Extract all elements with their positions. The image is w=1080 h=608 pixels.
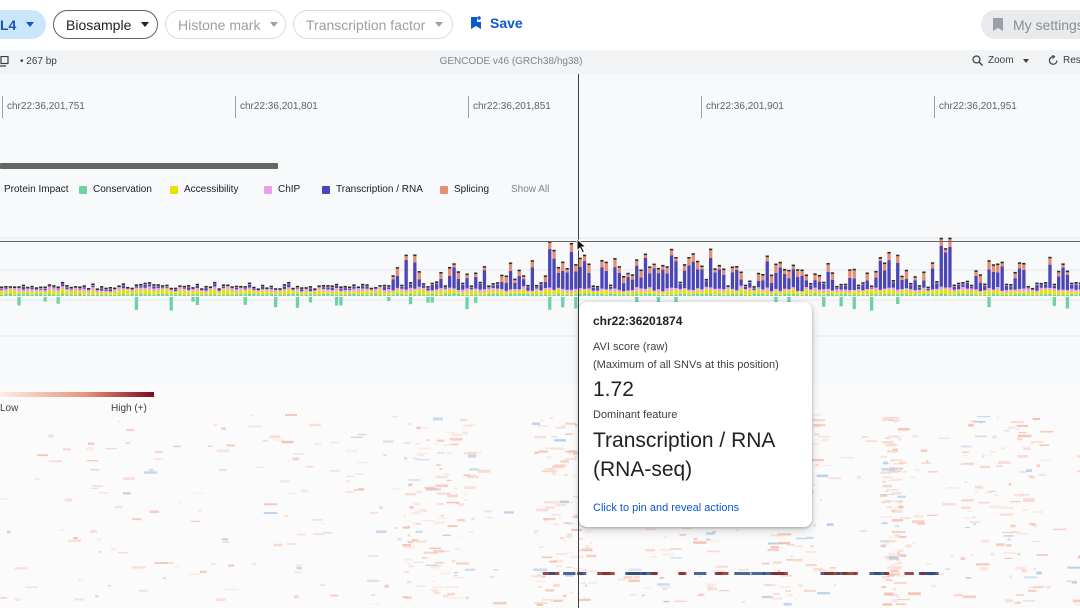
variant-heatmap[interactable]: Low High (+) [0,384,1080,608]
biosample-dropdown[interactable]: Biosample [53,10,158,39]
bookmark-add-icon [471,16,481,29]
reset-view-button[interactable]: Res [1048,55,1080,66]
legend-label: ChIP [278,184,301,195]
legend-swatch [264,185,272,194]
legend-item-accessibility[interactable]: Accessibility [170,184,238,195]
legend-item-chip[interactable]: ChIP [264,184,300,195]
legend-swatch [79,185,87,194]
transcription-factor-dropdown[interactable]: Transcription factor [293,10,453,39]
avi-stacked-bar-chart [0,237,1080,337]
crosshair-horizontal-line [0,241,1080,242]
tooltip-score-sublabel: (Maximum of all SNVs at this position) [593,359,779,371]
cell-type-chip[interactable]: L4 [0,10,46,39]
region-length-label: • 267 bp [20,56,57,67]
transcription-factor-dropdown-label: Transcription factor [306,16,426,33]
histone-mark-dropdown-label: Histone mark [178,16,261,33]
variant-tooltip[interactable]: chr22:36201874 AVI score (raw) (Maximum … [579,302,812,527]
crosshair-vertical-line [578,74,579,608]
my-settings-button[interactable]: My settings [981,10,1080,39]
mouse-pointer-icon [576,238,588,254]
visible-range-bar[interactable] [0,163,278,169]
coordinate-ruler[interactable]: chr22:36,201,751 chr22:36,201,801 chr22:… [0,74,1080,180]
heatmap-color-scale [0,392,154,397]
legend-item-protein-impact[interactable]: Protein Impact [0,184,68,195]
ruler-tick-label: chr22:36,201,901 [701,96,784,118]
settings-bookmark-icon [993,18,1003,31]
chevron-down-icon [435,22,444,27]
top-toolbar: L4 Biosample Histone mark Transcription … [0,0,1080,50]
histone-mark-dropdown[interactable]: Histone mark [165,10,286,39]
zoom-dropdown[interactable]: Zoom [972,55,1029,66]
chevron-down-icon [141,22,150,27]
tooltip-dominant-label: Dominant feature [593,409,678,421]
ruler-tick-label: chr22:36,201,751 [2,96,85,118]
legend-label: Conservation [93,184,152,195]
legend-label: Transcription / RNA [336,184,423,195]
legend-swatch [440,185,448,194]
pin-actions-link[interactable]: Click to pin and reveal actions [593,502,740,514]
copy-icon[interactable] [0,56,9,67]
tooltip-position: chr22:36201874 [593,314,683,328]
my-settings-label: My settings [1013,16,1080,33]
zoom-icon [972,55,983,66]
legend-item-splicing[interactable]: Splicing [440,184,489,195]
heatmap-high-label: High (+) [111,403,147,414]
tooltip-dominant-value: Transcription / RNA (RNA-seq) [593,429,775,481]
reset-icon [1048,55,1058,65]
genome-assembly-label: GENCODE v46 (GRCh38/hg38) [439,56,583,67]
chevron-down-icon [26,22,35,27]
ruler-tick-label: chr22:36,201,951 [934,96,1017,118]
ruler-tick-label: chr22:36,201,851 [468,96,551,118]
legend-swatch [170,185,178,194]
tooltip-score-value: 1.72 [593,378,634,401]
reset-label: Res [1063,55,1080,66]
track-info-bar: • 267 bp GENCODE v46 (GRCh38/hg38) Zoom … [0,50,1080,74]
legend-label: Accessibility [184,184,239,195]
save-button-label: Save [490,15,523,31]
chevron-down-icon [1022,58,1029,63]
avi-score-track[interactable] [0,200,1080,384]
save-button[interactable]: Save [470,15,523,31]
legend-label: Splicing [454,184,490,195]
legend-item-conservation[interactable]: Conservation [79,184,152,195]
heatmap-canvas [0,414,1080,606]
legend-label: Protein Impact [4,184,69,195]
biosample-dropdown-label: Biosample [66,16,132,33]
ruler-tick-label: chr22:36,201,801 [235,96,318,118]
chevron-down-icon [270,22,279,27]
heatmap-low-label: Low [0,403,19,414]
show-all-link[interactable]: Show All [511,184,550,195]
cell-type-chip-label: L4 [0,16,17,33]
zoom-label: Zoom [988,55,1014,66]
legend-item-transcription-rna[interactable]: Transcription / RNA [322,184,423,195]
legend-swatch [322,185,330,194]
tooltip-score-label: AVI score (raw) [593,341,668,353]
feature-legend: Protein Impact Conservation Accessibilit… [0,180,1080,200]
